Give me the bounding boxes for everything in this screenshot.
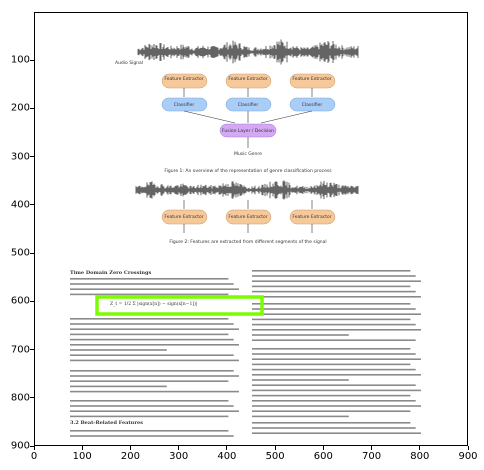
x-tick-mark [322,446,324,450]
figure-1-caption: Figure 1: An overview of the representat… [164,168,332,174]
audio-signal-label: Audio Signal [115,60,143,66]
left-column-text [70,278,239,437]
x-tick-label: 100 [72,451,92,462]
classifier-label-2: Classifier [238,102,259,108]
feature-box-3 [289,73,336,89]
y-tick-label: 900 [10,440,30,452]
feature-label-2: Feature Extractor [228,76,267,82]
x-tick-mark [81,446,83,450]
feature-label-1: Feature Extractor [164,76,203,82]
diagram-1: Audio Signal Feature Extractor Feature E… [115,60,336,174]
feature-label-4: Feature Extractor [164,214,203,220]
highlight-box [95,295,264,316]
section-heading: 3.2 Beat-Related Features [70,420,143,426]
x-tick-label: 200 [120,451,140,462]
feature-box-1 [161,73,208,89]
x-tick-mark [129,446,131,450]
x-tick-mark [226,446,228,450]
y-tick-mark [30,59,34,61]
x-tick-mark [371,446,373,450]
y-tick-label: 400 [10,199,30,211]
feature-box-5 [225,209,272,225]
x-tick-label: 300 [169,451,189,462]
y-tick-mark [30,300,34,302]
y-tick-mark [30,349,34,351]
feature-box-2 [225,73,272,89]
y-tick-mark [30,156,34,158]
waveform-middle [135,180,359,200]
x-tick-label: 800 [410,451,430,462]
x-tick-mark [274,446,276,450]
classifier-label-3: Classifier [302,102,323,108]
figure-2-caption: Figure 2: Features are extracted from di… [169,239,326,245]
fusion-label: Fusion Layer / Decision [222,128,274,134]
x-tick-mark [419,446,421,450]
y-tick-label: 100 [10,54,30,66]
x-tick-mark [178,446,180,450]
x-tick-label: 700 [362,451,382,462]
y-tick-label: 800 [10,392,30,404]
classifier-label-1: Classifier [174,102,195,108]
y-tick-mark [30,107,34,109]
x-tick-mark [33,446,35,450]
axes-frame [34,12,468,446]
y-tick-mark [30,204,34,206]
y-tick-label: 300 [10,151,30,163]
classifier-box-2 [225,97,272,112]
feature-box-6 [289,209,336,225]
y-tick-label: 500 [10,247,30,259]
feature-label-3: Feature Extractor [292,76,331,82]
feature-box-4 [161,209,208,225]
x-tick-mark [467,446,469,450]
right-column-text [252,270,421,434]
y-tick-mark [30,445,34,447]
output-label: Music Genre [234,151,262,157]
y-tick-mark [30,397,34,399]
x-tick-label: 400 [217,451,237,462]
x-tick-label: 900 [458,451,478,462]
equation: Z_t = 1/2 Σ |sign(x[n]) − sign(x[n−1])| [110,300,197,307]
y-tick-label: 700 [10,344,30,356]
x-tick-label: 0 [30,451,38,462]
waveform-top [137,39,359,65]
y-tick-label: 200 [10,102,30,114]
left-heading: Time Domain Zero Crossings [70,270,151,276]
x-tick-label: 500 [265,451,285,462]
feature-label-6: Feature Extractor [292,214,331,220]
classifier-box-3 [289,97,336,112]
y-tick-mark [30,252,34,254]
y-tick-label: 600 [10,295,30,307]
feature-label-5: Feature Extractor [228,214,267,220]
diagram-2: Feature Extractor Feature Extractor Feat… [161,200,336,245]
x-tick-label: 600 [313,451,333,462]
